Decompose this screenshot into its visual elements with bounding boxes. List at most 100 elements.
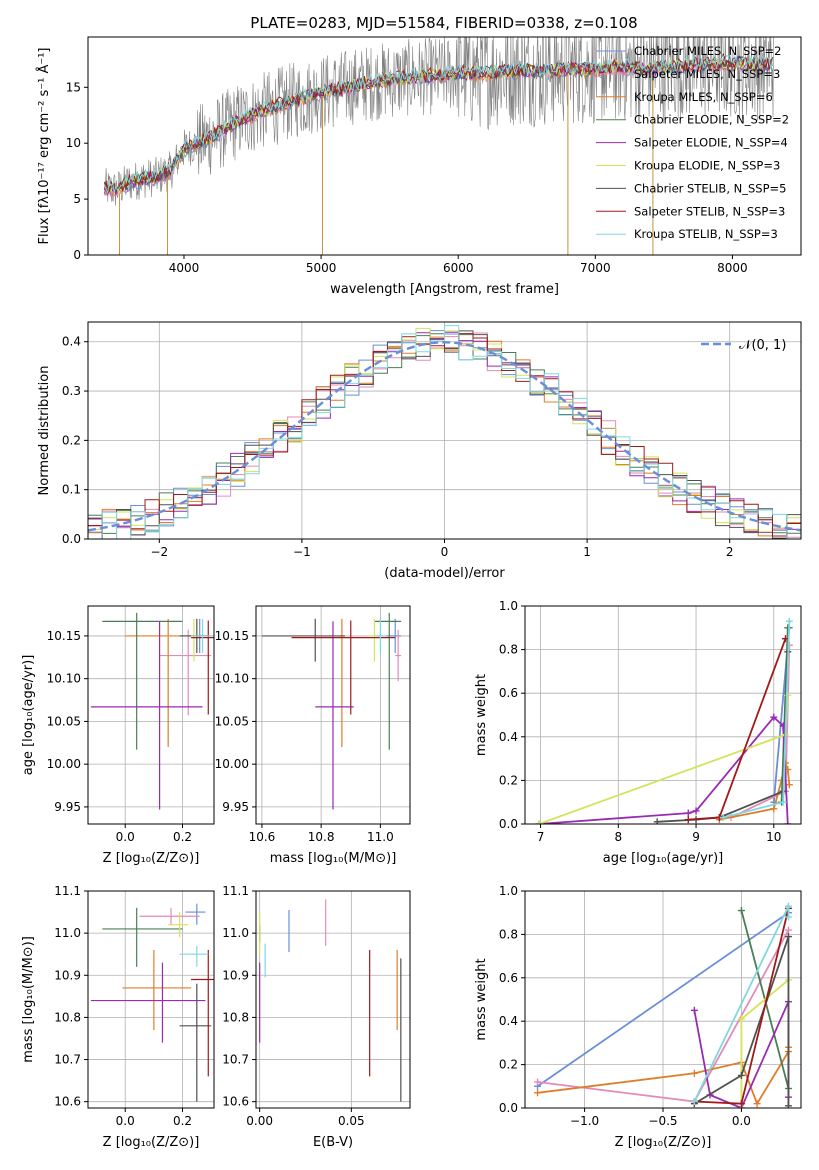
panel-mass-weight-vs-age: 7 8 9 10 0.0 0.2 0.4 0.6 0.8 1.0 age [log₁₀(age/yr… [474, 599, 802, 866]
x-axis-label: (data-model)/error [384, 566, 505, 581]
y-tick-label: 10.8 [54, 1010, 81, 1024]
y-tick-label: 0.0 [62, 532, 81, 546]
axes-frame [87, 36, 802, 256]
y-tick-label: 0.6 [499, 686, 518, 700]
x-axis-label: Z [log₁₀(Z/Z⊙)] [615, 1135, 712, 1150]
x-tick-label: 0.0 [116, 1114, 135, 1128]
y-tick-label: 10.00 [47, 757, 81, 771]
x-tick-label: 8 [614, 830, 622, 844]
panel-age-vs-mass: 10.6 10.8 11.0 9.95 10.00 10.05 10.10 10.15 mass… [215, 605, 411, 866]
y-tick-label: 9.95 [54, 800, 81, 814]
x-axis-label: Z [log₁₀(Z/Z⊙)] [103, 1135, 200, 1150]
mass-weight-line [740, 979, 790, 1108]
y-tick-label: 0.4 [62, 335, 81, 349]
mass-weight-line [688, 638, 787, 821]
y-tick-label: 0.4 [499, 730, 518, 744]
y-tick-label: 0.0 [499, 1101, 518, 1115]
x-tick-label: 0.00 [246, 1114, 273, 1128]
y-axis-label: mass weight [474, 958, 489, 1040]
legend-label: 𝒩(0, 1) [739, 338, 786, 353]
axes-frame [255, 605, 411, 825]
x-tick-label: 0.0 [732, 1114, 751, 1128]
y-tick-label: 10.6 [54, 1095, 81, 1109]
x-tick-label: 10.6 [249, 830, 276, 844]
x-tick-label: 2 [726, 545, 734, 559]
legend-label: Chabrier MILES, N_SSP=2 [634, 44, 781, 58]
x-axis-label: age [log₁₀(age/yr)] [603, 851, 724, 866]
x-tick-label: 0 [441, 545, 449, 559]
y-tick-label: 11.0 [222, 926, 249, 940]
x-tick-label: −0.5 [648, 1114, 677, 1128]
legend-label: Salpeter STELIB, N_SSP=3 [634, 204, 785, 218]
plot-area [259, 899, 402, 1102]
axes-frame [87, 605, 215, 825]
plot-area [534, 902, 792, 1108]
legend-label: Salpeter ELODIE, N_SSP=4 [634, 136, 788, 150]
plot-area [104, 37, 774, 255]
x-tick-label: 5000 [306, 261, 337, 275]
y-tick-label: 1.0 [499, 599, 518, 613]
y-tick-label: 0.2 [62, 433, 81, 447]
y-tick-label: 11.1 [222, 884, 249, 898]
y-tick-label: 10.7 [222, 1053, 249, 1067]
panel-mass-weight-vs-Z: −1.0 −0.5 0.0 0.0 0.2 0.4 0.6 0.8 1.0 Z [log₁₀(Z/… [474, 884, 802, 1150]
y-tick-label: 10.9 [222, 968, 249, 982]
x-tick-label: −1.0 [570, 1114, 599, 1128]
y-tick-label: 10.05 [47, 714, 81, 728]
panel-mass-vs-Z: 0.0 0.2 10.6 10.7 10.8 10.9 11.0 11.1 Z [log₁₀(Z… [21, 884, 215, 1150]
x-tick-label: 0.0 [116, 830, 135, 844]
y-tick-label: 11.0 [54, 926, 81, 940]
y-tick-label: 0 [73, 248, 81, 262]
histogram-series [88, 325, 801, 539]
axes-frame [255, 890, 411, 1109]
x-tick-label: 6000 [443, 261, 474, 275]
y-tick-label: 0.0 [499, 817, 518, 831]
x-tick-label: 0.2 [173, 1114, 192, 1128]
x-tick-label: −2 [150, 545, 168, 559]
panel-age-vs-Z: 0.0 0.2 9.95 10.00 10.05 10.10 10.15 Z [log₁₀(Z… [21, 605, 215, 866]
y-tick-label: 9.95 [222, 800, 249, 814]
panel-spectrum: 4000 5000 6000 7000 8000 0 5 10 15 wavelength [An… [36, 36, 802, 297]
x-tick-label: 10.8 [308, 830, 335, 844]
y-axis-label: age [log₁₀(age/yr)] [21, 655, 36, 776]
model-spectrum [104, 54, 773, 195]
mass-weight-line [537, 911, 789, 1088]
x-tick-label: 0.05 [338, 1114, 365, 1128]
y-tick-label: 15 [66, 80, 81, 94]
x-axis-label: Z [log₁₀(Z/Z⊙)] [103, 851, 200, 866]
y-axis-label: Normed distribution [37, 366, 52, 496]
y-tick-label: 0.8 [499, 927, 518, 941]
y-axis-label: mass [log₁₀(M/M⊙)] [21, 936, 36, 1063]
figure-title: PLATE=0283, MJD=51584, FIBERID=0338, z=0… [250, 14, 637, 32]
axes-frame [87, 321, 802, 540]
axes-frame [524, 890, 802, 1109]
y-tick-label: 10.7 [54, 1053, 81, 1067]
y-tick-label: 0.2 [499, 1058, 518, 1072]
axes-frame [524, 605, 802, 825]
y-tick-label: 11.1 [54, 884, 81, 898]
x-tick-label: 4000 [169, 261, 200, 275]
y-tick-label: 10.00 [215, 757, 249, 771]
y-tick-label: 0.2 [499, 773, 518, 787]
plot-area [90, 903, 214, 1102]
x-tick-label: 8000 [717, 261, 748, 275]
panel-residuals: −2 −1 0 1 2 0.0 0.1 0.2 0.3 0.4 (data-model)/error… [37, 321, 802, 581]
y-tick-label: 10.15 [47, 629, 81, 643]
legend-label: Chabrier ELODIE, N_SSP=2 [634, 113, 789, 127]
panel-mass-vs-EBV: 0.00 0.05 10.6 10.7 10.8 10.9 11.0 11.1 E(B-V) [222, 884, 411, 1150]
x-tick-label: 1 [583, 545, 591, 559]
y-tick-label: 10.15 [215, 629, 249, 643]
x-tick-label: 10 [766, 830, 781, 844]
legend-label: Salpeter MILES, N_SSP=3 [634, 67, 780, 81]
plot-area [261, 612, 402, 810]
legend-label: Kroupa MILES, N_SSP=6 [634, 90, 773, 104]
y-tick-label: 0.8 [499, 643, 518, 657]
x-tick-label: 9 [692, 830, 700, 844]
observed-spectrum [104, 37, 774, 206]
y-tick-label: 10 [66, 136, 81, 150]
y-tick-label: 0.4 [499, 1014, 518, 1028]
plot-area [88, 325, 801, 539]
x-tick-label: 7 [537, 830, 545, 844]
y-axis-label: Flux [fλ10⁻¹⁷ erg cm⁻² s⁻¹ Å⁻¹] [36, 48, 52, 245]
